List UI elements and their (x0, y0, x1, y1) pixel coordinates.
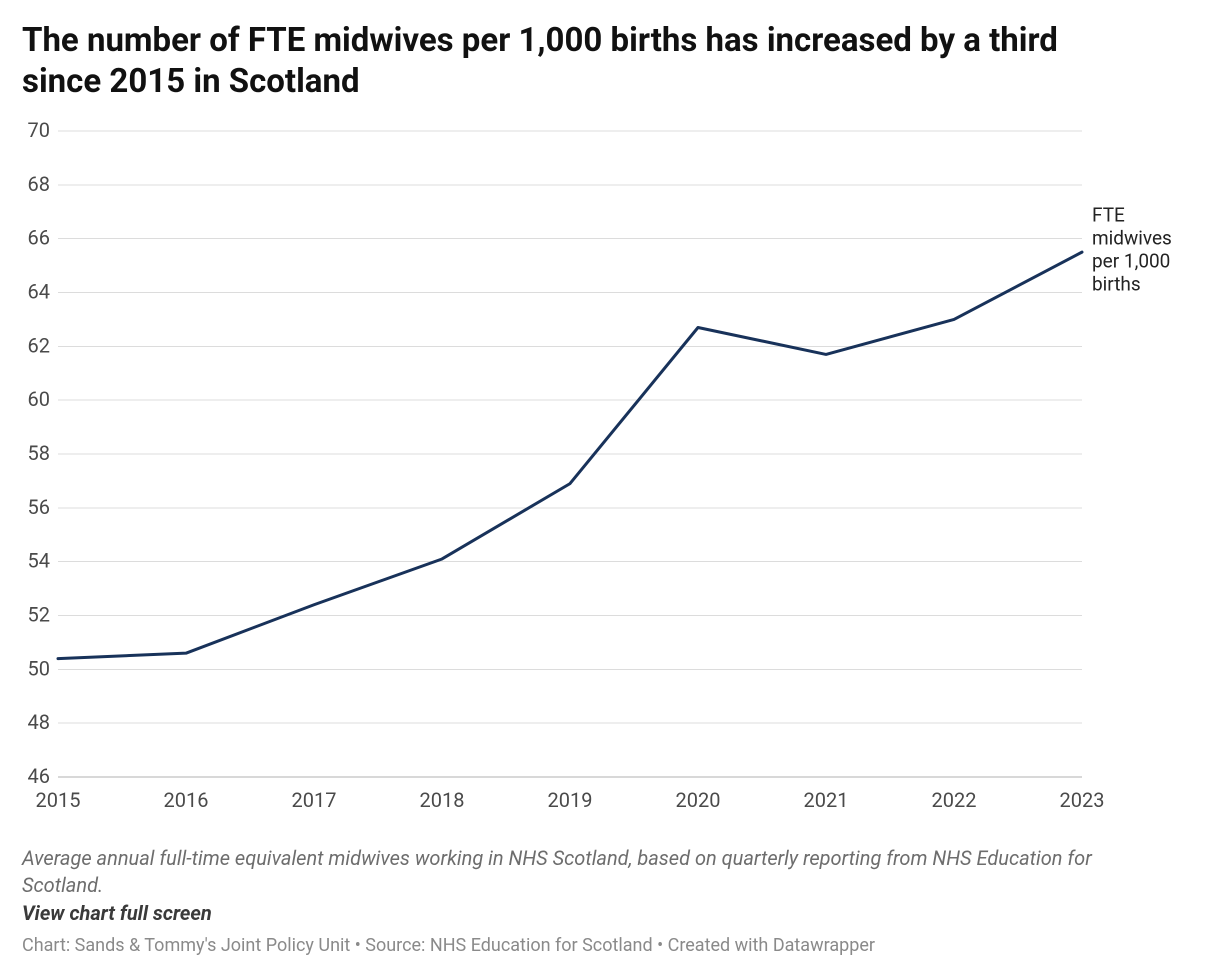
x-tick-label: 2017 (292, 788, 337, 812)
series-label: FTEmidwivesper 1,000births (1092, 203, 1172, 295)
x-tick-label: 2022 (932, 788, 977, 812)
y-tick-label: 68 (28, 171, 50, 195)
y-tick-label: 58 (28, 441, 50, 465)
chart-title: The number of FTE midwives per 1,000 bir… (22, 20, 1122, 103)
chart-credits: Chart: Sands & Tommy's Joint Policy Unit… (22, 935, 1198, 956)
y-tick-label: 50 (28, 656, 50, 680)
line-chart-svg: 46 48 50 52 54 56 58 60 62 64 66 68 70 2015 2016 2017 20… (22, 121, 1198, 821)
x-tick-label: 2019 (548, 788, 593, 812)
chart-note: Average annual full-time equivalent midw… (22, 845, 1172, 899)
x-tick-label: 2021 (804, 788, 849, 812)
x-tick-label: 2018 (420, 788, 465, 812)
y-tick-label: 46 (28, 764, 50, 788)
y-tick-label: 70 (28, 121, 50, 142)
series-line (58, 252, 1082, 658)
y-tick-label: 56 (28, 494, 50, 518)
y-tick-label: 52 (28, 602, 50, 626)
y-tick-label: 64 (28, 279, 50, 303)
x-tick-label: 2016 (164, 788, 209, 812)
x-tick-label: 2023 (1060, 788, 1105, 812)
y-tick-label: 54 (28, 548, 50, 572)
x-tick-label: 2015 (36, 788, 81, 812)
y-tick-label: 48 (28, 710, 50, 734)
y-tick-label: 60 (28, 387, 50, 411)
x-tick-label: 2020 (676, 788, 721, 812)
chart-area: 46 48 50 52 54 56 58 60 62 64 66 68 70 2015 2016 2017 20… (22, 121, 1198, 821)
y-tick-label: 66 (28, 225, 50, 249)
view-full-screen-link[interactable]: View chart full screen (22, 901, 1198, 925)
y-tick-label: 62 (28, 333, 50, 357)
